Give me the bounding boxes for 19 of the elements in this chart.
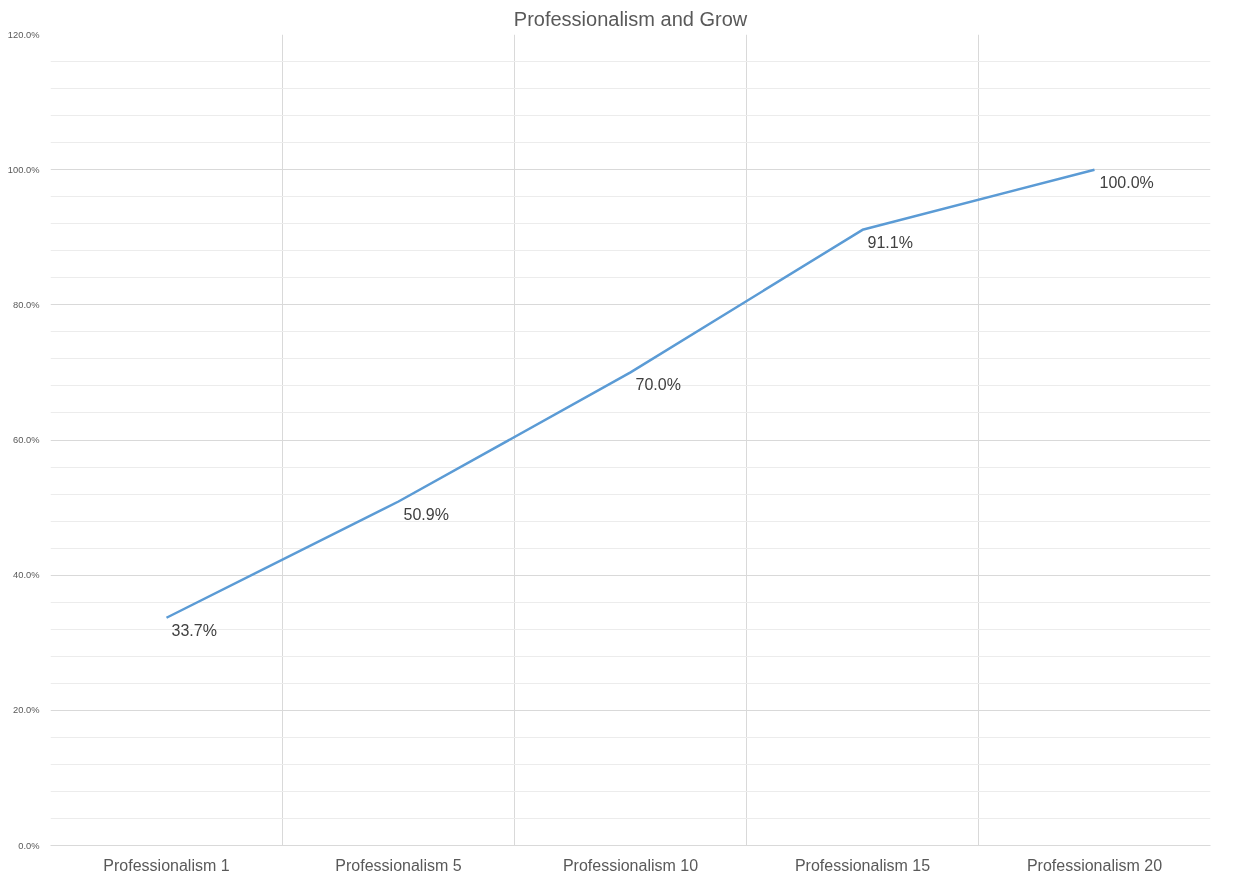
y-tick-label: 40.0% [13,570,40,581]
y-tick-label: 0.0% [18,840,40,851]
y-tick-label: 60.0% [13,435,40,445]
data-label: 70.0% [635,376,681,394]
data-label: 50.9% [403,505,449,523]
y-tick-label: 100.0% [7,164,40,175]
data-label: 91.1% [867,233,913,251]
x-tick-label: Professionalism 5 [335,856,462,874]
data-label: 33.7% [171,621,217,639]
y-tick-label: 80.0% [13,299,40,310]
chart-title: Professionalism and Grow [513,7,748,30]
x-tick-label: Professionalism 10 [562,856,699,874]
data-label: 100.0% [1099,173,1154,191]
y-tick-label: 20.0% [13,705,40,716]
x-tick-label: Professionalism 15 [794,856,931,874]
x-tick-label: Professionalism 20 [1026,856,1163,874]
x-tick-label: Professionalism 1 [103,856,230,874]
line-series [165,168,1096,619]
y-tick-label: 120.0% [7,29,40,40]
